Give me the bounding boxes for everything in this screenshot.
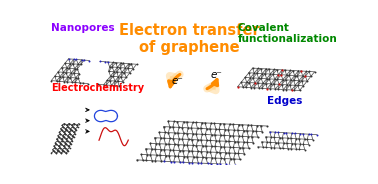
- Text: Nanopores: Nanopores: [51, 23, 115, 33]
- Text: Electrochemistry: Electrochemistry: [51, 83, 144, 93]
- Text: e⁻: e⁻: [210, 70, 222, 80]
- FancyArrowPatch shape: [169, 74, 180, 87]
- Text: e⁻: e⁻: [172, 76, 183, 86]
- FancyArrowPatch shape: [207, 79, 218, 89]
- FancyArrowPatch shape: [207, 84, 216, 91]
- Text: Edges: Edges: [267, 96, 302, 106]
- Text: Covalent
functionalization: Covalent functionalization: [238, 23, 337, 44]
- Text: Electron transfer
of graphene: Electron transfer of graphene: [119, 23, 259, 55]
- FancyArrowPatch shape: [170, 74, 180, 82]
